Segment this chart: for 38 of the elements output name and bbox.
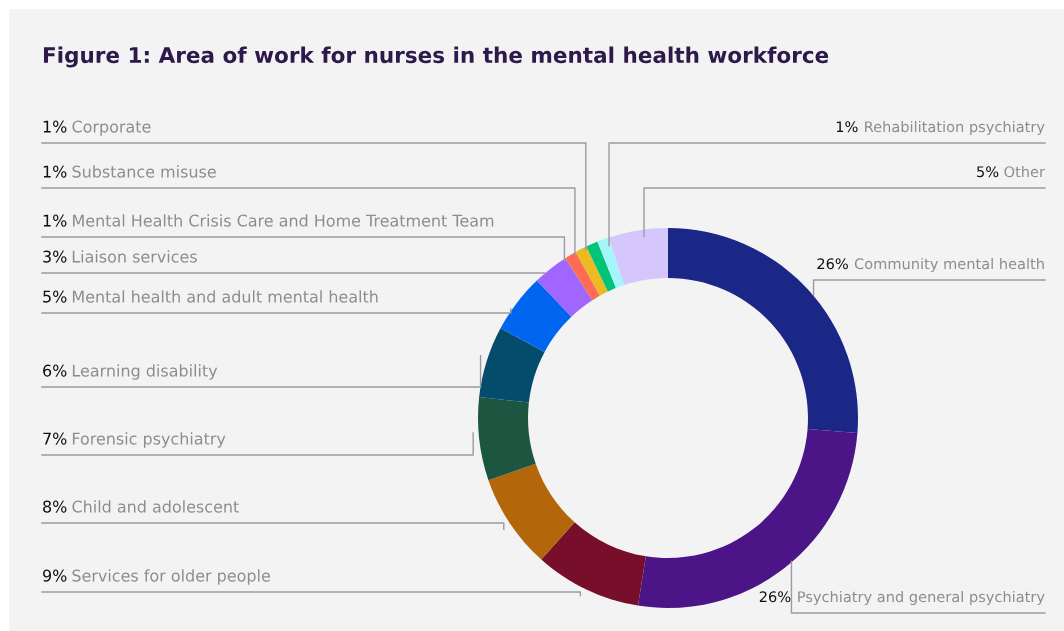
data-label: 26%	[759, 591, 791, 603]
data-label: 1%	[43, 214, 67, 227]
data-label: 6%	[43, 364, 67, 377]
slice-label: Other	[1004, 165, 1045, 178]
slice-label: Substance misuse	[72, 165, 216, 178]
data-label: 9%	[43, 569, 67, 582]
chart-title: Figure 1: Area of work for nurses in the mental health workforce	[43, 46, 829, 68]
slice-label: Rehabilitation psychiatry	[865, 120, 1045, 136]
data-label: 7%	[43, 432, 67, 445]
slice-label: Liaison services	[72, 250, 197, 263]
donut-slice	[500, 280, 572, 352]
donut-slice	[488, 463, 575, 560]
slice-label: Mental Health Crisis Care and Home Treatment Team	[73, 214, 494, 227]
slice-label: Corporate	[72, 120, 151, 136]
donut-slice	[479, 328, 545, 403]
donut-slice	[586, 241, 616, 292]
donut-slice	[597, 237, 625, 289]
data-label: 26%	[817, 258, 848, 270]
data-label: 1%	[43, 120, 67, 133]
slice-label: Psychiatry and general psychiatry	[798, 590, 1045, 606]
data-label: 8%	[43, 500, 67, 513]
data-label: 3%	[43, 250, 67, 263]
data-label: 5%	[43, 290, 67, 303]
slice-label: Community mental health	[854, 257, 1044, 273]
slice-label: Mental health and adult mental health	[72, 290, 378, 303]
slice-label: Learning disability	[72, 364, 218, 380]
donut-slice	[575, 246, 608, 296]
slice-label: Services for older people	[72, 569, 270, 585]
slice-label: Forensic psychiatry	[72, 432, 226, 448]
donut-slice	[536, 258, 593, 317]
data-label: 1%	[43, 165, 67, 178]
donut-slice	[565, 251, 600, 301]
donut-slice	[541, 522, 646, 606]
data-label: 1%	[836, 121, 858, 133]
donut-slice	[608, 228, 668, 285]
slice-label: Child and adolescent	[72, 500, 239, 513]
donut-slice	[478, 396, 536, 481]
data-label: 5%	[977, 166, 999, 178]
